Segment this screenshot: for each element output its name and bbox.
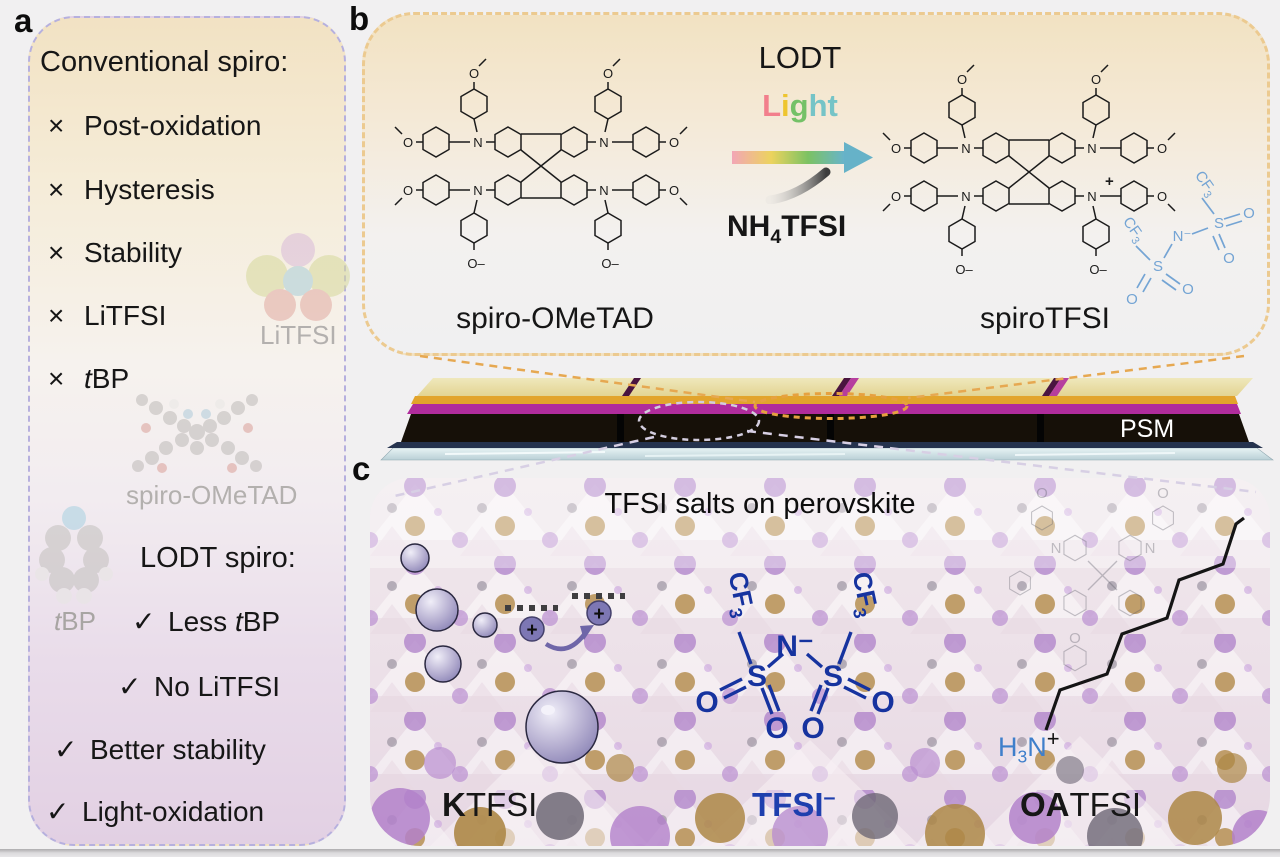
panel-c: + + N⁻ S S O O O O CF3 CF3 — [370, 478, 1270, 846]
oatfsi-label: OATFSI — [1020, 786, 1141, 823]
lodt-text: LODT — [758, 40, 842, 75]
atom-o-label: O — [695, 686, 718, 719]
cons-item: × Post-oxidation — [48, 110, 261, 142]
cons-item: × tBP — [48, 363, 129, 395]
panel-a-header: Conventional spiro: — [40, 46, 289, 78]
check-icon: ✓ — [46, 796, 70, 827]
ion-migration-sketch: + + — [505, 593, 625, 652]
pros-text: Light-oxidation — [82, 796, 265, 827]
atom-o-label: O — [801, 712, 824, 745]
pros-item: ✓ No LiTFSI — [118, 670, 280, 703]
pros-text: Less tBP — [168, 606, 281, 637]
ktfsi-label: KTFSI — [442, 786, 538, 823]
check-icon: ✓ — [118, 671, 142, 702]
atom-s-label: S — [1214, 215, 1224, 232]
tfsi-anion-structure-small: CF3 S O O N⁻ S O O CF3 — [1118, 168, 1255, 308]
atom-o-label: O — [1243, 205, 1255, 222]
atom-nminus-label: N⁻ — [776, 630, 814, 663]
atom-o-label: O — [1223, 250, 1235, 267]
consumed-swoosh — [765, 167, 831, 204]
psm-label: PSM — [1120, 415, 1174, 443]
spiro-ometad-model-label: spiro-OMeTAD — [126, 480, 298, 510]
cf3-label: CF3 — [842, 569, 886, 620]
panel-c-letter: c — [352, 450, 371, 487]
rainbow-reaction-arrow — [732, 142, 873, 204]
faint-spiro-sketch: O O N N O — [1009, 485, 1174, 672]
panel-c-title: TFSI salts on perovskite — [604, 488, 916, 520]
panel-a-letter: a — [14, 2, 33, 39]
spiro-ometad-label: spiro-OMeTAD — [456, 302, 654, 335]
litfsi-model-label: LiTFSI — [260, 320, 337, 350]
plus-charge: + — [593, 604, 604, 625]
cross-icon: × — [48, 237, 65, 268]
cf3-label: CF3 — [1118, 214, 1148, 247]
pros-item: ✓ Better stability — [54, 733, 266, 766]
atom-o-label: O — [1157, 485, 1169, 502]
h3n-label: H3N+ — [998, 726, 1060, 767]
cons-text: Hysteresis — [84, 174, 215, 205]
arrow-head — [844, 142, 873, 173]
tfsi-anion-structure-large: N⁻ S S O O O O CF3 CF3 — [695, 569, 894, 745]
litfsi-ball-model — [246, 233, 350, 321]
spirotfsi-structure: + — [874, 48, 1204, 298]
perovskite-scene: + + N⁻ S S O O O O CF3 CF3 — [370, 478, 1270, 846]
atom-n-label: N — [1051, 540, 1062, 557]
plus-charge: + — [526, 620, 537, 641]
cross-icon: × — [48, 174, 65, 205]
cross-icon: × — [48, 363, 65, 394]
pros-text: Better stability — [90, 734, 266, 765]
tbp-model-label: tBP — [54, 606, 96, 636]
tbp-ball-model — [35, 506, 113, 604]
pros-item: ✓ Light-oxidation — [46, 795, 264, 828]
spiro-ometad-ball-model — [132, 394, 262, 473]
window-bottom-edge — [0, 849, 1280, 857]
atom-s-label: S — [823, 660, 843, 693]
atom-o-label: O — [765, 712, 788, 745]
atom-n-label: N — [1145, 540, 1156, 557]
check-icon: ✓ — [132, 606, 156, 637]
cf3-label: CF3 — [1189, 168, 1220, 201]
panel-b-letter: b — [349, 0, 370, 37]
pros-item: ✓ Less tBP — [132, 605, 280, 638]
cross-icon: × — [48, 110, 65, 141]
atom-nminus-label: N⁻ — [1173, 228, 1192, 245]
atom-s-label: S — [747, 660, 767, 693]
ktfsi-ions — [400, 543, 599, 764]
pros-header: LODT spiro: — [140, 542, 296, 574]
atom-o-label: O — [871, 686, 894, 719]
cons-item: × Stability — [48, 237, 182, 269]
spirotfsi-label: spiroTFSI — [979, 302, 1111, 335]
psm-module: PSM — [380, 378, 1274, 461]
octyl-chain — [1044, 516, 1245, 731]
atom-o-label: O — [1069, 630, 1081, 647]
atom-s-label: S — [1153, 258, 1163, 275]
light-text: Light — [762, 88, 838, 123]
cons-item: × Hysteresis — [48, 174, 215, 206]
cons-text: Stability — [84, 237, 183, 268]
cross-icon: × — [48, 300, 65, 331]
arrow-shaft — [732, 151, 844, 164]
htl-layer — [407, 404, 1241, 414]
cons-text: Post-oxidation — [84, 110, 262, 141]
spiro-ometad-structure — [386, 42, 716, 292]
check-icon: ✓ — [54, 734, 78, 765]
tfsi-label: TFSI– — [752, 785, 836, 823]
cf3-label: CF3 — [718, 569, 762, 620]
atom-o-label: O — [1182, 281, 1194, 298]
cons-text: LiTFSI — [84, 300, 167, 331]
atom-o-label: O — [1036, 485, 1048, 502]
panel-a: Conventional spiro: × Post-oxidation × H… — [28, 16, 350, 846]
cons-text: tBP — [84, 363, 130, 394]
pros-text: No LiTFSI — [154, 671, 281, 702]
nh4tfsi-text: NH4TFSI — [727, 210, 847, 248]
plus-charge: + — [1105, 173, 1114, 190]
atom-o-label: O — [1126, 291, 1138, 308]
gold-edge — [411, 396, 1238, 404]
cons-item: × LiTFSI — [48, 300, 166, 332]
